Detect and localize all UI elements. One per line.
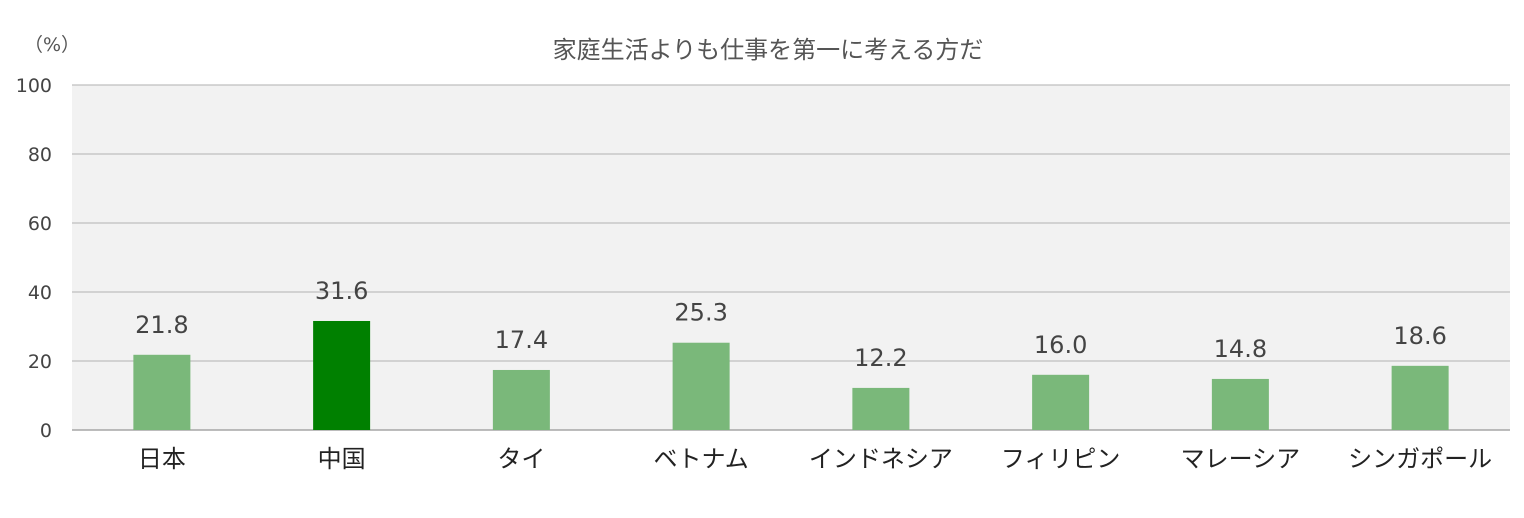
bar	[1211, 378, 1269, 430]
category-label: シンガポール	[1348, 445, 1492, 473]
bars	[133, 320, 1449, 430]
y-tick-label: 0	[40, 420, 52, 442]
plot-area	[72, 85, 1510, 430]
y-axis-unit: （%）	[24, 34, 80, 56]
category-label: 中国	[318, 445, 366, 473]
data-label: 17.4	[495, 326, 548, 354]
y-tick-label: 40	[28, 282, 52, 304]
bar	[313, 320, 371, 430]
gridlines	[72, 84, 1510, 431]
bar	[133, 354, 191, 430]
data-label: 12.2	[854, 344, 907, 372]
category-label: インドネシア	[809, 445, 953, 473]
data-label: 21.8	[135, 311, 188, 339]
bar	[852, 387, 910, 430]
bar	[492, 369, 550, 430]
category-label: マレーシア	[1181, 445, 1301, 473]
x-axis: 日本 中国 タイ ベトナム インドネシア フィリピン マレーシア シンガポール	[138, 445, 1492, 473]
data-label: 31.6	[315, 277, 368, 305]
data-label: 16.0	[1034, 331, 1087, 359]
bar	[1391, 365, 1449, 430]
chart-title: 家庭生活よりも仕事を第一に考える方だ	[553, 36, 984, 64]
data-label: 25.3	[674, 299, 727, 327]
category-label: タイ	[497, 445, 545, 473]
category-label: フィリピン	[1001, 445, 1121, 473]
data-label: 14.8	[1214, 335, 1267, 363]
y-tick-label: 20	[28, 351, 52, 373]
y-tick-label: 80	[28, 144, 52, 166]
bar	[1032, 374, 1090, 430]
y-tick-label: 100	[16, 75, 52, 97]
y-axis: 0 20 40 60 80 100	[16, 75, 52, 442]
y-tick-label: 60	[28, 213, 52, 235]
data-label: 18.6	[1393, 322, 1446, 350]
category-label: ベトナム	[653, 445, 748, 473]
category-label: 日本	[138, 445, 186, 473]
data-labels: 21.8 31.6 17.4 25.3 12.2 16.0 14.8 18.6	[135, 277, 1447, 372]
bar	[672, 342, 730, 430]
